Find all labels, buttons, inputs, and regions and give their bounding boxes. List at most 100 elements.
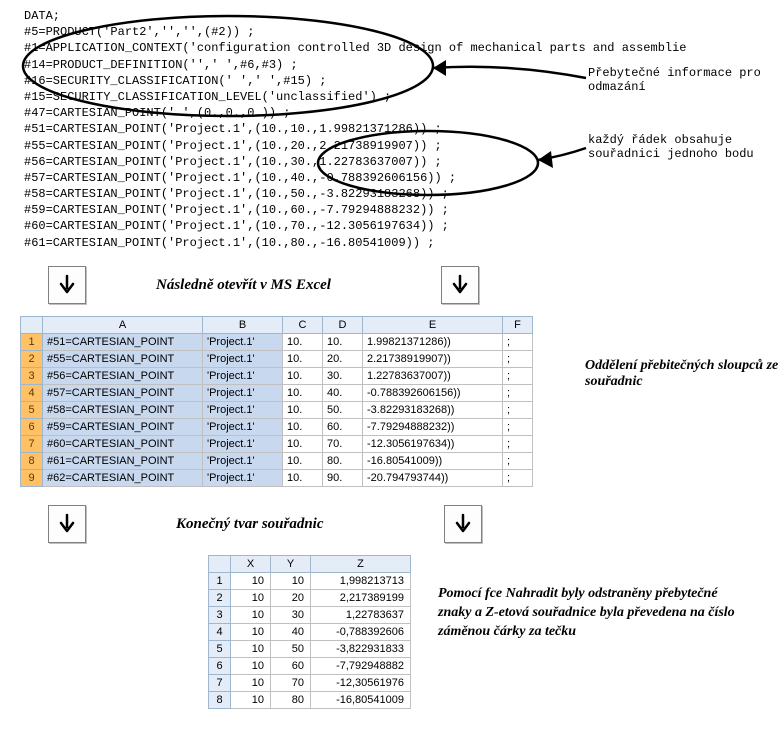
row-header[interactable]: 6 (209, 658, 231, 675)
cell[interactable]: -7.79294888232)) (363, 419, 503, 436)
row-header[interactable]: 1 (209, 573, 231, 590)
row-header[interactable]: 7 (21, 436, 43, 453)
cell[interactable]: 50 (271, 641, 311, 658)
row-header[interactable]: 4 (21, 385, 43, 402)
cell[interactable]: 10 (231, 692, 271, 709)
cell[interactable]: ; (503, 351, 533, 368)
cell[interactable]: 'Project.1' (203, 419, 283, 436)
cell[interactable]: -3,822931833 (311, 641, 411, 658)
cell[interactable]: -12,30561976 (311, 675, 411, 692)
row-header[interactable]: 2 (21, 351, 43, 368)
cell[interactable]: 70. (323, 436, 363, 453)
col-header[interactable]: D (323, 317, 363, 334)
cell[interactable]: 60 (271, 658, 311, 675)
row-header[interactable]: 3 (21, 368, 43, 385)
cell[interactable]: 30 (271, 607, 311, 624)
cell[interactable]: -3.82293183268)) (363, 402, 503, 419)
cell[interactable]: #56=CARTESIAN_POINT (43, 368, 203, 385)
cell[interactable]: 90. (323, 470, 363, 487)
cell[interactable]: ; (503, 453, 533, 470)
cell[interactable]: 50. (323, 402, 363, 419)
cell[interactable]: 10 (231, 658, 271, 675)
cell[interactable]: ; (503, 470, 533, 487)
col-header[interactable]: C (283, 317, 323, 334)
cell[interactable]: #51=CARTESIAN_POINT (43, 334, 203, 351)
cell[interactable]: -16,80541009 (311, 692, 411, 709)
cell[interactable]: 10. (283, 453, 323, 470)
cell[interactable]: 30. (323, 368, 363, 385)
cell[interactable]: 10 (231, 607, 271, 624)
cell[interactable]: #58=CARTESIAN_POINT (43, 402, 203, 419)
cell[interactable]: 10 (231, 590, 271, 607)
cell[interactable]: 'Project.1' (203, 351, 283, 368)
col-header[interactable]: B (203, 317, 283, 334)
cell[interactable]: #55=CARTESIAN_POINT (43, 351, 203, 368)
cell[interactable]: -0.788392606156)) (363, 385, 503, 402)
row-header[interactable]: 9 (21, 470, 43, 487)
cell[interactable]: 10. (283, 351, 323, 368)
cell[interactable]: 40. (323, 385, 363, 402)
row-header[interactable]: 2 (209, 590, 231, 607)
cell[interactable]: 10. (283, 419, 323, 436)
cell[interactable]: 60. (323, 419, 363, 436)
cell[interactable]: 2.21738919907)) (363, 351, 503, 368)
cell[interactable]: 'Project.1' (203, 385, 283, 402)
cell[interactable]: ; (503, 419, 533, 436)
cell[interactable]: 10 (231, 624, 271, 641)
cell[interactable]: 10 (231, 573, 271, 590)
row-header[interactable]: 3 (209, 607, 231, 624)
cell[interactable]: -20.794793744)) (363, 470, 503, 487)
cell[interactable]: 10 (231, 641, 271, 658)
cell[interactable]: 10. (283, 470, 323, 487)
cell[interactable]: 80. (323, 453, 363, 470)
row-header[interactable]: 5 (209, 641, 231, 658)
row-header[interactable]: 6 (21, 419, 43, 436)
col-header[interactable]: X (231, 556, 271, 573)
cell[interactable]: 10. (283, 334, 323, 351)
col-header[interactable]: Y (271, 556, 311, 573)
cell[interactable]: 20 (271, 590, 311, 607)
row-header[interactable]: 7 (209, 675, 231, 692)
cell[interactable]: -7,792948882 (311, 658, 411, 675)
cell[interactable]: #59=CARTESIAN_POINT (43, 419, 203, 436)
cell[interactable]: 'Project.1' (203, 402, 283, 419)
cell[interactable]: 'Project.1' (203, 436, 283, 453)
cell[interactable]: ; (503, 334, 533, 351)
cell[interactable]: -16.80541009)) (363, 453, 503, 470)
cell[interactable]: 'Project.1' (203, 453, 283, 470)
cell[interactable]: 70 (271, 675, 311, 692)
cell[interactable]: #61=CARTESIAN_POINT (43, 453, 203, 470)
cell[interactable]: #60=CARTESIAN_POINT (43, 436, 203, 453)
col-header[interactable]: A (43, 317, 203, 334)
cell[interactable]: 10 (231, 675, 271, 692)
row-header[interactable]: 4 (209, 624, 231, 641)
cell[interactable]: ; (503, 368, 533, 385)
cell[interactable]: 10. (283, 402, 323, 419)
cell[interactable]: 10. (283, 368, 323, 385)
cell[interactable]: 1,22783637 (311, 607, 411, 624)
cell[interactable]: 80 (271, 692, 311, 709)
col-header[interactable]: Z (311, 556, 411, 573)
cell[interactable]: 1.22783637007)) (363, 368, 503, 385)
cell[interactable]: 20. (323, 351, 363, 368)
cell[interactable]: 1,998213713 (311, 573, 411, 590)
cell[interactable]: ; (503, 402, 533, 419)
col-header[interactable]: F (503, 317, 533, 334)
col-header[interactable]: E (363, 317, 503, 334)
cell[interactable]: 10. (283, 385, 323, 402)
cell[interactable]: 40 (271, 624, 311, 641)
cell[interactable]: 'Project.1' (203, 368, 283, 385)
cell[interactable]: ; (503, 436, 533, 453)
cell[interactable]: 'Project.1' (203, 470, 283, 487)
cell[interactable]: 10. (323, 334, 363, 351)
row-header[interactable]: 8 (209, 692, 231, 709)
row-header[interactable]: 8 (21, 453, 43, 470)
cell[interactable]: 10. (283, 436, 323, 453)
cell[interactable]: 'Project.1' (203, 334, 283, 351)
cell[interactable]: -0,788392606 (311, 624, 411, 641)
cell[interactable]: 1.99821371286)) (363, 334, 503, 351)
row-header[interactable]: 5 (21, 402, 43, 419)
cell[interactable]: -12.3056197634)) (363, 436, 503, 453)
cell[interactable]: ; (503, 385, 533, 402)
cell[interactable]: #62=CARTESIAN_POINT (43, 470, 203, 487)
